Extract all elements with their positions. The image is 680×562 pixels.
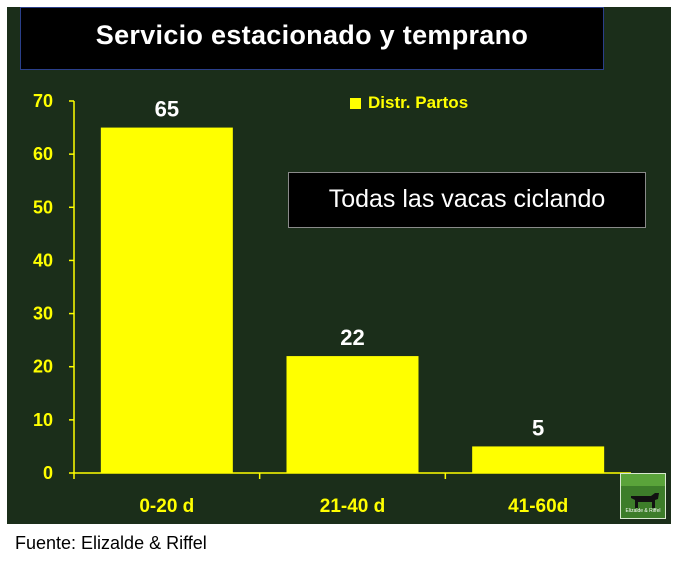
bar [472,446,605,473]
chart-slide: Servicio estacionado y temprano 0 10 20 30 4… [7,7,671,524]
bar-value-label: 65 [155,97,179,122]
chart-title: Servicio estacionado y temprano [95,20,529,50]
x-category-label: 0-20 d [139,496,194,517]
bar-value-label: 5 [532,415,544,440]
legend-swatch [350,97,361,109]
x-category-label: 41-60d [508,496,568,517]
annotation-box: Todas las vacas ciclando [288,172,646,228]
chart-legend: Distr. Partos [350,93,468,113]
cow-icon [621,474,665,508]
y-tick-label: 70 [33,91,53,111]
bar-value-label: 22 [340,325,364,350]
y-tick-label: 40 [33,250,53,270]
y-tick-label: 60 [33,144,53,164]
y-tick-label: 20 [33,357,53,377]
source-caption: Fuente: Elizalde & Riffel [15,533,207,553]
y-tick-label: 50 [33,197,53,217]
bar [286,356,419,473]
y-tick-label: 0 [43,463,53,483]
logo: Elizalde & Riffel [620,473,666,519]
chart-title-box: Servicio estacionado y temprano [20,7,604,70]
legend-label: Distr. Partos [368,93,469,112]
y-tick-label: 10 [33,410,53,430]
x-category-label: 21-40 d [320,496,385,517]
y-tick-label: 30 [33,304,53,324]
logo-text: Elizalde & Riffel [625,508,661,514]
bar [100,127,233,474]
annotation-text: Todas las vacas ciclando [328,185,606,213]
bar-chart: 0 10 20 30 40 50 60 70 65 0-20 d 22 21-40 d 5 41-60d [33,91,632,517]
